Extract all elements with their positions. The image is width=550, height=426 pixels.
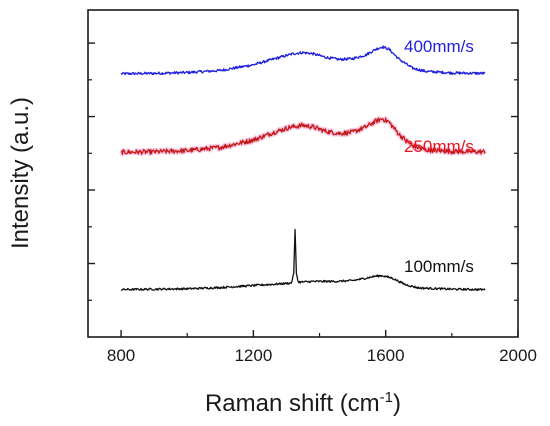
labels-layer: 800 1200 1600 2000 — [107, 346, 537, 365]
series-layer — [119, 45, 487, 292]
x-axis-title: Raman shift (cm-1) — [205, 389, 401, 417]
x-tick-label: 1200 — [234, 346, 272, 365]
x-tick-label: 2000 — [499, 346, 537, 365]
series-label-100: 100mm/s — [404, 257, 474, 276]
series-label-400: 400mm/s — [404, 37, 474, 56]
x-tick-label: 800 — [107, 346, 135, 365]
x-tick-label: 1600 — [367, 346, 405, 365]
series-line-100 — [120, 228, 486, 292]
series-label-layer: 400mm/s 250mm/s 100mm/s — [404, 37, 474, 276]
ticks-layer — [88, 42, 519, 337]
series-line-400 — [120, 45, 486, 76]
y-axis-title: Intensity (a.u.) — [7, 97, 34, 249]
plot-frame — [87, 9, 519, 338]
series-label-250: 250mm/s — [404, 137, 474, 156]
series-line-250-overlay — [120, 117, 486, 156]
